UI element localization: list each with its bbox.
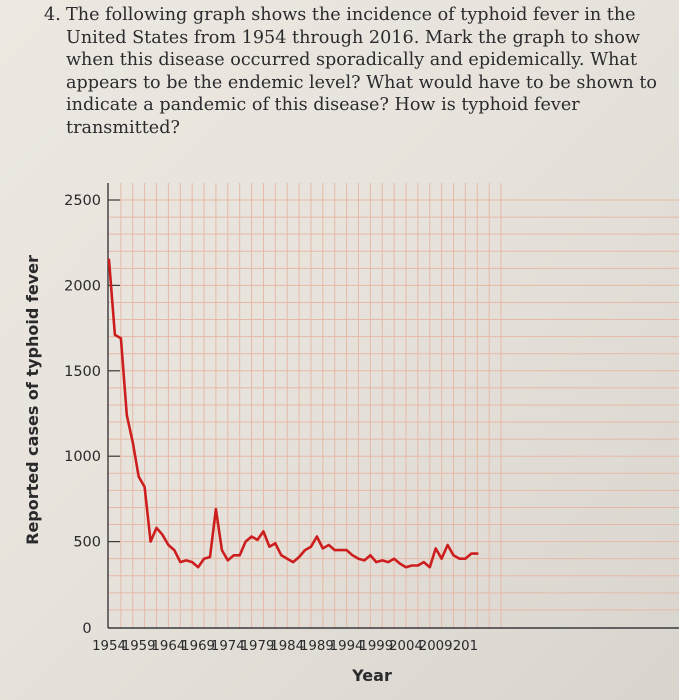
x-tick-label: 1969 [181,639,215,654]
x-tick-labels: 1954195919641969197419791984198919941999… [92,639,478,654]
x-tick-label: 1984 [270,639,304,654]
x-tick-label: 2004 [389,639,423,654]
x-tick-label: 1959 [122,639,156,654]
x-tick-label: 1994 [330,639,364,654]
x-tick-label: 2009 [419,639,453,654]
series-line-typhoid-cases [107,258,479,569]
axes [107,183,679,629]
x-tick-label: 1989 [300,639,334,654]
x-tick-label: 1979 [241,639,275,654]
x-axis-title: Year [351,666,392,685]
grid-lines [108,183,679,628]
y-tick-label: 2500 [64,193,101,209]
x-tick-label: 1999 [359,639,393,654]
series-layer [107,258,479,569]
x-tick-label: 1964 [151,639,185,654]
y-tick-label: 1500 [64,364,101,380]
question-block: 4. The following graph shows the inciden… [44,4,659,140]
x-tick-label: 201 [453,639,478,654]
y-tick-label: 2000 [64,278,101,294]
x-tick-label: 1974 [211,639,245,654]
y-tick-label: 500 [73,535,101,551]
y-tick-labels: 0 500 1000 1500 2000 2500 [64,193,120,637]
y-tick-label: 0 [82,621,91,637]
y-tick-label: 1000 [64,449,101,465]
question-text: The following graph shows the incidence … [66,5,658,138]
question-number: 4. [44,5,61,25]
x-tick-label: 1954 [92,639,126,654]
y-axis-title: Reported cases of typhoid fever [23,255,42,545]
